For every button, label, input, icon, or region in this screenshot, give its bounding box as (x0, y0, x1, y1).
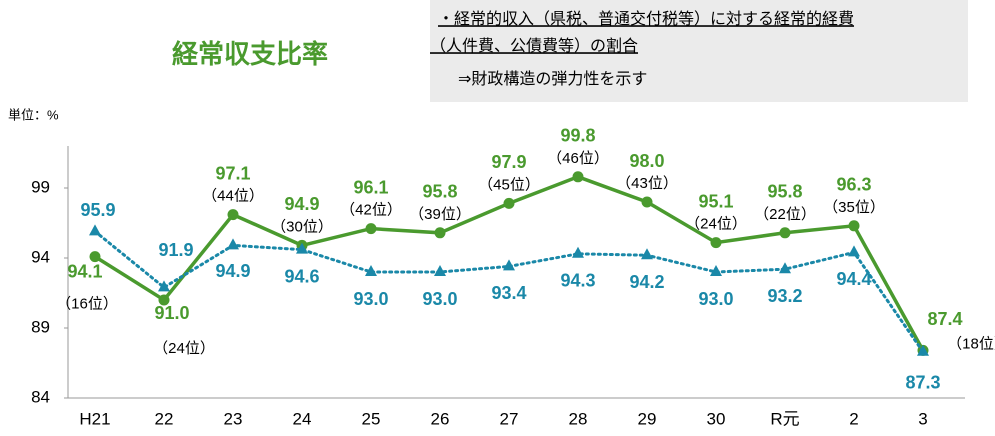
rank-label: （35位） (823, 199, 885, 216)
point-marker (848, 220, 860, 232)
y-tick-label: 94 (31, 247, 50, 266)
data-label: 94.6 (284, 266, 319, 286)
x-tick-label: 3 (918, 409, 927, 428)
data-label: 93.4 (491, 283, 526, 303)
data-label: 93.0 (698, 289, 733, 309)
point-marker (296, 242, 308, 254)
data-label: 94.9 (215, 261, 250, 281)
unit-label: 単位：% (8, 107, 59, 122)
data-label: 97.1 (215, 163, 250, 183)
point-marker (710, 237, 722, 249)
x-tick-label: 30 (707, 409, 726, 428)
point-marker (434, 265, 446, 276)
data-label: 95.8 (767, 182, 802, 202)
data-label: 94.1 (67, 261, 102, 281)
data-label: 91.9 (158, 240, 193, 260)
data-label: 91.0 (154, 303, 189, 323)
note: ⇒財政構造の弾力性を示す (458, 70, 647, 88)
point-marker (710, 265, 722, 276)
point-marker (227, 209, 239, 221)
chart-title: 経常収支比率 (172, 39, 328, 69)
point-marker (917, 344, 929, 356)
point-marker (641, 196, 653, 208)
rank-label: （18位） (947, 335, 995, 352)
data-label: 87.3 (905, 373, 940, 393)
point-marker (779, 227, 791, 239)
y-tick-label: 99 (31, 177, 50, 196)
point-marker (89, 251, 101, 263)
data-label: 97.9 (491, 152, 526, 172)
data-label: 96.3 (836, 175, 871, 195)
rank-label: （30位） (271, 218, 333, 235)
rank-label: （24位） (153, 340, 215, 357)
x-tick-label: 24 (293, 409, 312, 428)
data-label: 95.1 (698, 191, 733, 211)
x-tick-label: 2 (849, 409, 858, 428)
data-label: 93.0 (353, 289, 388, 309)
x-tick-label: 22 (155, 409, 174, 428)
x-tick-label: 26 (431, 409, 450, 428)
point-marker (365, 265, 377, 276)
rank-label: （24位） (685, 216, 747, 233)
x-tick-label: 27 (500, 409, 519, 428)
x-tick-label: H21 (79, 409, 110, 428)
point-marker (158, 294, 170, 306)
point-marker (848, 245, 860, 257)
point-marker (503, 197, 515, 209)
note: ・経常的収入（県税、普通交付税等）に対する経常的経費 (438, 10, 854, 28)
data-label: 99.8 (560, 126, 595, 146)
point-marker (227, 238, 239, 250)
data-label: 94.4 (836, 269, 871, 289)
note: （人件費、公債費等）の割合 (430, 37, 638, 55)
x-tick-label: R元 (770, 409, 799, 428)
data-label: 93.2 (767, 286, 802, 306)
x-tick-label: 29 (638, 409, 657, 428)
rank-label: （39位） (409, 206, 471, 223)
point-marker (572, 171, 584, 183)
x-tick-label: 25 (362, 409, 381, 428)
rank-label: （42位） (340, 202, 402, 219)
point-marker (572, 246, 584, 258)
rank-label: （43位） (616, 175, 678, 192)
x-tick-label: 23 (224, 409, 243, 428)
data-label: 96.1 (353, 177, 388, 197)
data-label: 87.4 (927, 309, 962, 329)
point-marker (641, 248, 653, 260)
point-marker (89, 224, 101, 236)
rank-label: （44位） (202, 188, 264, 205)
point-marker (503, 259, 515, 271)
point-marker (779, 262, 791, 274)
data-label: 94.2 (629, 272, 664, 292)
data-label: 98.0 (629, 151, 664, 171)
rank-label: （22位） (754, 206, 816, 223)
data-label: 93.0 (422, 289, 457, 309)
point-marker (365, 223, 377, 235)
data-label: 94.3 (560, 271, 595, 291)
y-tick-label: 89 (31, 317, 50, 336)
data-label: 95.9 (80, 200, 115, 220)
y-tick-label: 84 (31, 387, 50, 406)
rank-label: （45位） (478, 176, 540, 193)
point-marker (158, 280, 170, 292)
rank-label: （16位） (56, 296, 118, 313)
data-label: 95.8 (422, 182, 457, 202)
rank-label: （46位） (547, 150, 609, 167)
data-label: 94.9 (284, 194, 319, 214)
note-box (430, 0, 968, 102)
x-tick-label: 28 (569, 409, 588, 428)
point-marker (434, 227, 446, 239)
